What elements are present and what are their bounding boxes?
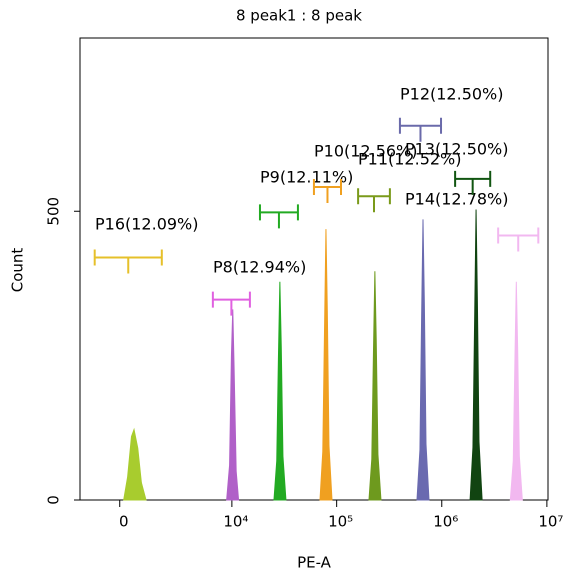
gate [454,170,492,195]
histogram-peak [123,427,147,501]
y-tick-label: 500 [45,197,63,226]
gate [497,227,540,252]
histogram-peak [509,281,523,501]
y-axis-label: Count [9,248,27,293]
histogram-peak [469,209,483,501]
gate-label: P16(12.09%) [95,215,199,234]
gate [93,249,163,274]
gate-label: P11(12.52%) [358,150,462,169]
x-tick-label: 10⁷ [538,513,563,531]
histogram-peak [273,281,287,501]
gate-label: P9(12.11%) [260,168,353,187]
histogram-peak [416,219,430,501]
x-axis-label: PE-A [297,554,332,572]
gate [258,204,299,229]
gate [398,117,443,142]
histogram-peak [319,229,333,501]
x-tick-label: 10⁵ [328,513,353,531]
gate-label: P10(12.56%) [314,142,418,161]
plot-frame [79,37,549,501]
gate-label: P8(12.94%) [213,258,306,277]
gate [357,188,391,213]
x-tick-label: 10⁶ [433,513,458,531]
gate-label: P14(12.78%) [405,190,509,209]
x-tick-label: 10⁴ [223,513,248,531]
gate-label: P12(12.50%) [400,85,504,104]
chart-title: 8 peak1 : 8 peak [236,7,362,25]
gate [312,178,343,203]
histogram-peak [226,309,240,501]
y-tick-label: 0 [45,495,63,505]
histogram-peak [368,271,382,501]
gate-label: P13(12.50%) [405,140,509,159]
x-tick-label: 0 [119,513,129,531]
gate [211,291,251,316]
